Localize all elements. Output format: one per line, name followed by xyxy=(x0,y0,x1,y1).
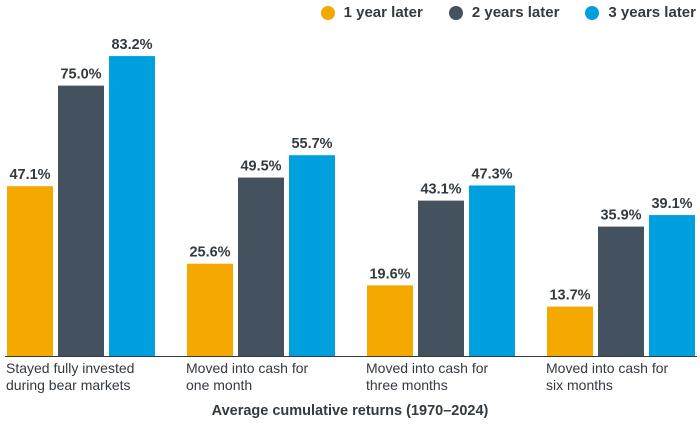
bars-group xyxy=(7,56,695,357)
bar-3-years-cat-1 xyxy=(109,56,155,357)
legend-swatch-1-year xyxy=(320,5,335,20)
bar-1-year-cat-4 xyxy=(547,306,593,356)
legend-item-2-years: 2 years later xyxy=(448,4,560,21)
value-label-1-year-cat-2: 25.6% xyxy=(189,245,230,261)
category-label-3-line-2: three months xyxy=(366,377,448,393)
value-label-2-years-cat-2: 49.5% xyxy=(240,159,281,175)
bar-2-years-cat-2 xyxy=(238,177,284,356)
bar-3-years-cat-3 xyxy=(469,185,515,356)
category-label-2-line-1: Moved into cash for xyxy=(186,360,309,376)
legend-item-3-years: 3 years later xyxy=(585,4,696,21)
value-labels-group: 47.1% 75.0% 83.2% 25.6% 49.5% 55.7% 19.6% 43.1%… xyxy=(9,37,692,304)
category-label-2-line-2: one month xyxy=(186,377,252,393)
value-label-3-years-cat-3: 47.3% xyxy=(471,166,512,182)
category-label-3-line-1: Moved into cash for xyxy=(366,360,489,376)
legend-label-3-years: 3 years later xyxy=(608,4,696,21)
category-label-4-line-2: six months xyxy=(546,377,613,393)
value-label-2-years-cat-4: 35.9% xyxy=(600,208,641,224)
bar-1-year-cat-1 xyxy=(7,186,53,356)
value-label-1-year-cat-1: 47.1% xyxy=(9,167,50,183)
bar-3-years-cat-2 xyxy=(289,155,335,356)
bar-2-years-cat-4 xyxy=(598,226,644,356)
x-axis-label: Average cumulative returns (1970–2024) xyxy=(212,403,489,419)
category-label-1-line-2: during bear markets xyxy=(6,377,131,393)
bar-1-year-cat-3 xyxy=(367,285,413,356)
value-label-1-year-cat-3: 19.6% xyxy=(369,266,410,282)
bar-1-year-cat-2 xyxy=(187,263,233,356)
legend-item-1-year: 1 year later xyxy=(320,4,423,21)
category-label-4-line-1: Moved into cash for xyxy=(546,360,669,376)
legend-label-2-years: 2 years later xyxy=(471,4,560,21)
legend-swatch-3-years xyxy=(585,5,600,20)
legend: 1 year later 2 years later 3 years later xyxy=(320,4,696,21)
legend-swatch-2-years xyxy=(448,5,463,20)
category-label-1-line-1: Stayed fully invested xyxy=(6,360,134,376)
value-label-2-years-cat-3: 43.1% xyxy=(420,182,461,198)
legend-label-1-year: 1 year later xyxy=(343,4,423,21)
bar-3-years-cat-4 xyxy=(649,215,695,356)
value-label-3-years-cat-1: 83.2% xyxy=(111,37,152,53)
bar-2-years-cat-1 xyxy=(58,85,104,356)
value-label-2-years-cat-1: 75.0% xyxy=(60,67,101,83)
value-label-3-years-cat-4: 39.1% xyxy=(651,196,692,212)
value-label-1-year-cat-4: 13.7% xyxy=(549,288,590,304)
bar-2-years-cat-3 xyxy=(418,200,464,356)
value-label-3-years-cat-2: 55.7% xyxy=(291,136,332,152)
